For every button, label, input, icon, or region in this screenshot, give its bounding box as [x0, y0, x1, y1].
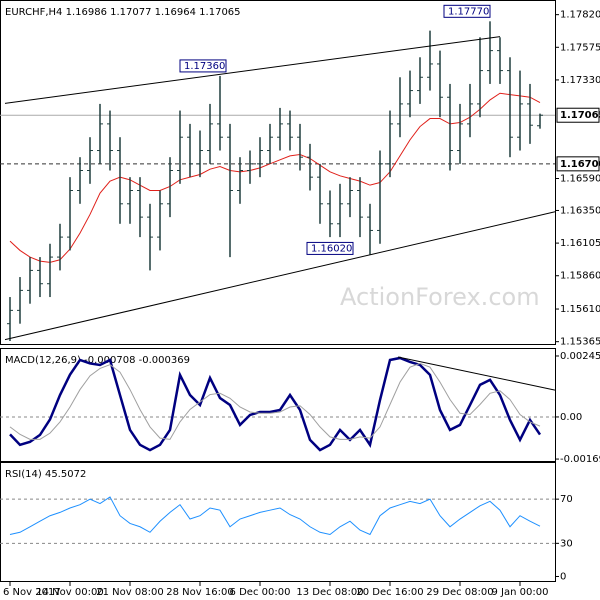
y-tick-label: 1.15610	[560, 304, 600, 315]
trend-line	[4, 36, 501, 104]
y-tick-label: 1.16350	[560, 205, 600, 216]
y-tick-label: 1.16590	[560, 173, 600, 184]
watermark: ActionForex.com	[340, 283, 540, 311]
x-tick-label: 13 Dec 08:00	[296, 587, 363, 598]
y-tick-label: 1.15860	[560, 271, 600, 282]
x-tick-label: 9 Jan 00:00	[492, 587, 549, 598]
y-tick-label: 30	[560, 538, 573, 549]
panel-title: EURCHF,H4 1.16986 1.17077 1.16964 1.1706…	[5, 7, 241, 18]
indicator-line	[9, 496, 541, 536]
x-tick-label: 20 Dec 16:00	[356, 587, 423, 598]
panel-frame	[0, 0, 556, 345]
x-tick-label: 6 Dec 00:00	[230, 587, 291, 598]
annotation-box	[306, 241, 354, 255]
y-tick-label: 0	[560, 571, 566, 582]
y-tick-label: 1.17330	[560, 75, 600, 86]
y-tick-label: 0.00245	[560, 351, 600, 362]
y-tick-label: 0.00	[560, 412, 582, 423]
panel-frame	[0, 462, 556, 582]
annotation-box	[443, 4, 491, 18]
y-tick-label: 1.15365	[560, 337, 600, 348]
annotation-label: 1.17770	[448, 6, 489, 17]
annotation-box	[179, 59, 227, 73]
panel-title: RSI(14) 45.5072	[5, 469, 86, 480]
indicator-line	[9, 362, 541, 440]
price-label-box	[556, 156, 600, 172]
y-tick-label: -0.001692	[560, 454, 600, 465]
y-tick-label: 70	[560, 494, 573, 505]
price-label-box	[556, 107, 600, 123]
trend-line	[397, 356, 556, 391]
moving-average	[9, 92, 541, 263]
y-tick-label: 1.16105	[560, 238, 600, 249]
x-tick-label: 29 Dec 08:00	[426, 587, 493, 598]
x-tick-label: 6 Nov 2017	[3, 587, 61, 598]
annotation-label: 1.16020	[311, 243, 352, 254]
x-tick-label: 14 Nov 00:00	[36, 587, 103, 598]
annotation-label: 1.17360	[184, 61, 225, 72]
y-tick-label: 1.17575	[560, 42, 600, 53]
panel-frame	[0, 348, 556, 462]
y-tick-label: 1.17820	[560, 10, 600, 21]
panel-title: MACD(12,26,9) -0.000708 -0.000369	[5, 355, 190, 366]
indicator-line	[9, 356, 542, 452]
price-label: 1.16700	[560, 159, 600, 170]
trend-line	[4, 211, 556, 341]
x-tick-label: 21 Nov 08:00	[96, 587, 163, 598]
price-label: 1.17065	[560, 110, 600, 121]
x-tick-label: 28 Nov 16:00	[166, 587, 233, 598]
